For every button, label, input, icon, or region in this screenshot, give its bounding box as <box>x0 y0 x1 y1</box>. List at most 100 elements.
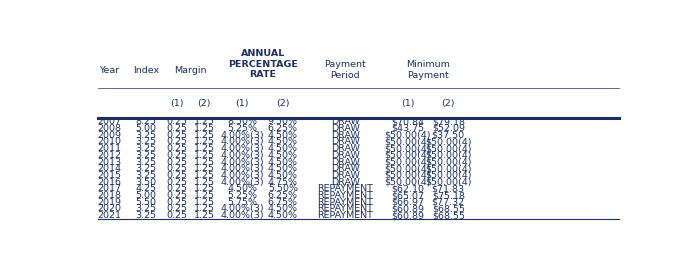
Text: 0.25: 0.25 <box>167 178 188 187</box>
Text: REPAYMENT: REPAYMENT <box>317 191 373 200</box>
Text: Index: Index <box>133 66 159 75</box>
Text: $79.18: $79.18 <box>432 117 465 126</box>
Text: $50.00(4): $50.00(4) <box>384 151 430 160</box>
Text: 0.25: 0.25 <box>167 151 188 160</box>
Text: 4.00%(3): 4.00%(3) <box>220 164 264 173</box>
Text: 2015: 2015 <box>97 171 121 180</box>
Text: $43.75: $43.75 <box>391 124 424 133</box>
Text: 1.25: 1.25 <box>194 184 215 193</box>
Text: 3.25: 3.25 <box>136 137 157 146</box>
Text: $50.00(4): $50.00(4) <box>384 164 430 173</box>
Text: 5.00: 5.00 <box>136 124 157 133</box>
Text: $60.89: $60.89 <box>391 211 424 220</box>
Text: 2008: 2008 <box>97 124 121 133</box>
Text: 2011: 2011 <box>97 144 121 153</box>
Text: 1.25: 1.25 <box>194 151 215 160</box>
Text: 0.25: 0.25 <box>167 117 188 126</box>
Text: 3.25: 3.25 <box>136 211 157 220</box>
Text: 2012: 2012 <box>97 151 121 160</box>
Text: $52.09: $52.09 <box>432 124 465 133</box>
Text: 1.25: 1.25 <box>194 137 215 146</box>
Text: DRAW: DRAW <box>330 178 360 187</box>
Text: REPAYMENT: REPAYMENT <box>317 184 373 193</box>
Text: $50.00(4): $50.00(4) <box>425 178 472 187</box>
Text: DRAW: DRAW <box>330 151 360 160</box>
Text: DRAW: DRAW <box>330 131 360 140</box>
Text: $50.00(4): $50.00(4) <box>384 131 430 140</box>
Text: $50.00(4): $50.00(4) <box>384 178 430 187</box>
Text: 2020: 2020 <box>97 205 121 214</box>
Text: 1.25: 1.25 <box>194 117 215 126</box>
Text: $62.10: $62.10 <box>391 184 424 193</box>
Text: 3.25: 3.25 <box>136 157 157 166</box>
Text: 4.50%: 4.50% <box>268 205 298 214</box>
Text: 4.00%(3): 4.00%(3) <box>220 171 264 180</box>
Text: REPAYMENT: REPAYMENT <box>317 198 373 207</box>
Text: 3.25: 3.25 <box>136 131 157 140</box>
Text: 6.25%: 6.25% <box>268 124 298 133</box>
Text: 0.25: 0.25 <box>167 198 188 207</box>
Text: $50.00(4): $50.00(4) <box>384 137 430 146</box>
Text: 3.25: 3.25 <box>136 151 157 160</box>
Text: 3.50: 3.50 <box>136 178 157 187</box>
Text: $50.00(4): $50.00(4) <box>425 151 472 160</box>
Text: $75.18: $75.18 <box>432 191 465 200</box>
Text: 1.25: 1.25 <box>194 191 215 200</box>
Text: Margin: Margin <box>174 66 206 75</box>
Text: (2): (2) <box>442 99 455 108</box>
Text: 1.25: 1.25 <box>194 124 215 133</box>
Text: $50.00(4): $50.00(4) <box>384 157 430 166</box>
Text: 4.50%: 4.50% <box>268 151 298 160</box>
Text: $70.84: $70.84 <box>391 117 424 126</box>
Text: 8.25: 8.25 <box>136 117 157 126</box>
Text: (1): (1) <box>170 99 184 108</box>
Text: $50.00(4): $50.00(4) <box>425 144 472 153</box>
Text: 1.25: 1.25 <box>194 198 215 207</box>
Text: DRAW: DRAW <box>330 124 360 133</box>
Text: 2010: 2010 <box>97 137 121 146</box>
Text: 3.25: 3.25 <box>136 205 157 214</box>
Text: (1): (1) <box>235 99 249 108</box>
Text: REPAYMENT: REPAYMENT <box>317 205 373 214</box>
Text: 4.00%(3): 4.00%(3) <box>220 205 264 214</box>
Text: 4.50%: 4.50% <box>268 144 298 153</box>
Text: 2016: 2016 <box>97 178 121 187</box>
Text: $68.55: $68.55 <box>432 205 465 214</box>
Text: 0.25: 0.25 <box>167 205 188 214</box>
Text: 3.25: 3.25 <box>136 164 157 173</box>
Text: 0.25: 0.25 <box>167 131 188 140</box>
Text: 4.50%: 4.50% <box>268 211 298 220</box>
Text: 1.25: 1.25 <box>194 157 215 166</box>
Text: (2): (2) <box>276 99 290 108</box>
Text: (1): (1) <box>401 99 414 108</box>
Text: 4.00%(3): 4.00%(3) <box>220 137 264 146</box>
Text: 6.75%: 6.75% <box>268 198 298 207</box>
Text: DRAW: DRAW <box>330 157 360 166</box>
Text: 4.00%(3): 4.00%(3) <box>220 151 264 160</box>
Text: 0.25: 0.25 <box>167 144 188 153</box>
Text: 4.25: 4.25 <box>136 184 157 193</box>
Text: 0.25: 0.25 <box>167 171 188 180</box>
Text: 2021: 2021 <box>97 211 121 220</box>
Text: 2007: 2007 <box>97 117 121 126</box>
Text: 1.25: 1.25 <box>194 144 215 153</box>
Text: 3.25: 3.25 <box>136 171 157 180</box>
Text: 1.25: 1.25 <box>194 178 215 187</box>
Text: DRAW: DRAW <box>330 117 360 126</box>
Text: 6.25%: 6.25% <box>268 191 298 200</box>
Text: $65.07: $65.07 <box>391 191 424 200</box>
Text: 4.00%(3): 4.00%(3) <box>220 144 264 153</box>
Text: DRAW: DRAW <box>330 137 360 146</box>
Text: 0.25: 0.25 <box>167 164 188 173</box>
Text: $50.00(4): $50.00(4) <box>425 171 472 180</box>
Text: 5.25%: 5.25% <box>227 191 257 200</box>
Text: DRAW: DRAW <box>330 164 360 173</box>
Text: 1.25: 1.25 <box>194 164 215 173</box>
Text: 2014: 2014 <box>97 164 121 173</box>
Text: 0.25: 0.25 <box>167 184 188 193</box>
Text: 1.25: 1.25 <box>194 205 215 214</box>
Text: 0.25: 0.25 <box>167 137 188 146</box>
Text: 4.50%: 4.50% <box>268 171 298 180</box>
Text: $50.00(4): $50.00(4) <box>384 144 430 153</box>
Text: 0.25: 0.25 <box>167 124 188 133</box>
